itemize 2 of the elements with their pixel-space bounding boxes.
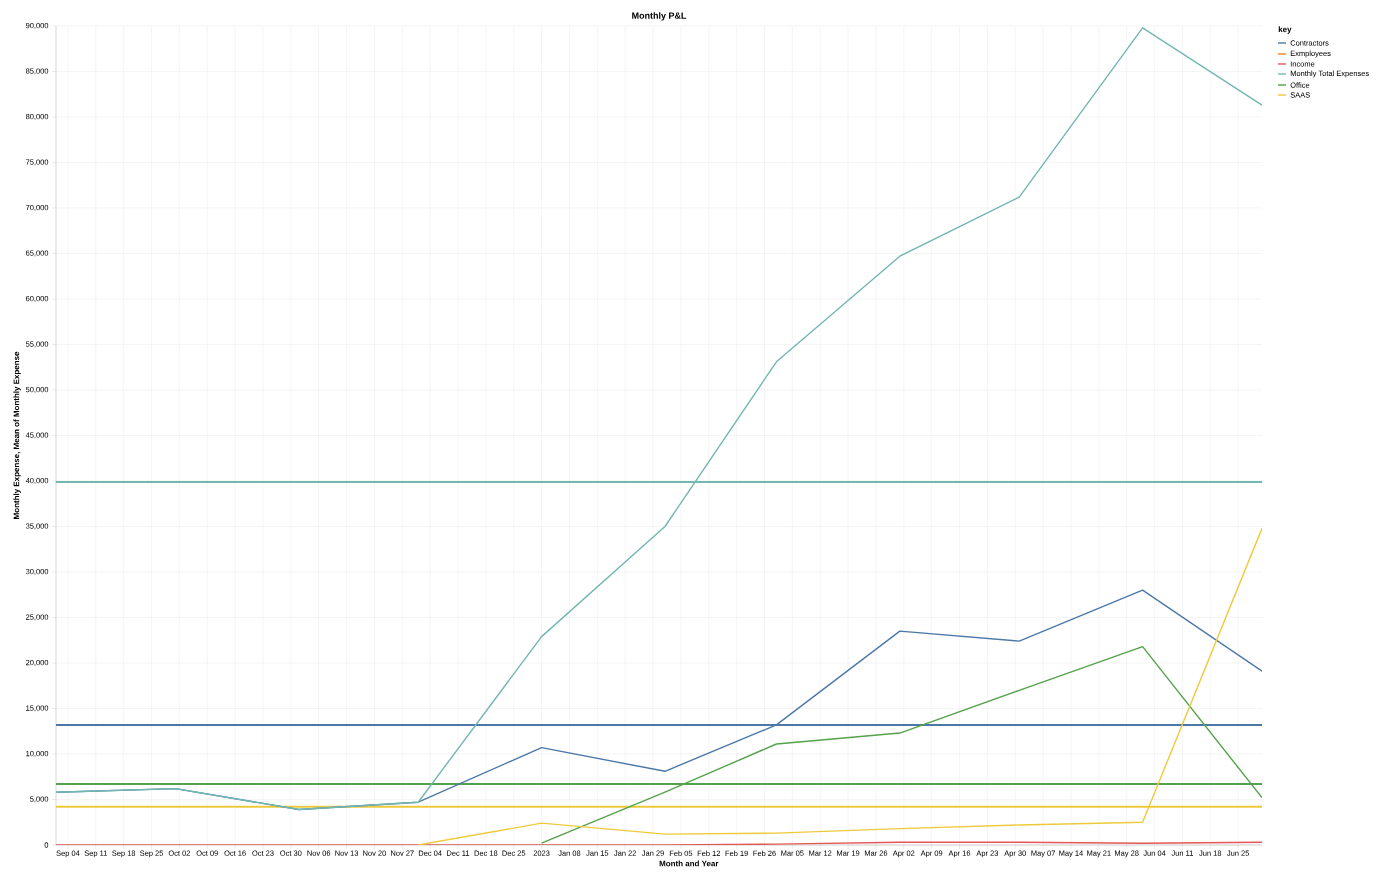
- chart-title: Monthly P&L: [632, 12, 687, 21]
- line-series: [56, 27, 1263, 811]
